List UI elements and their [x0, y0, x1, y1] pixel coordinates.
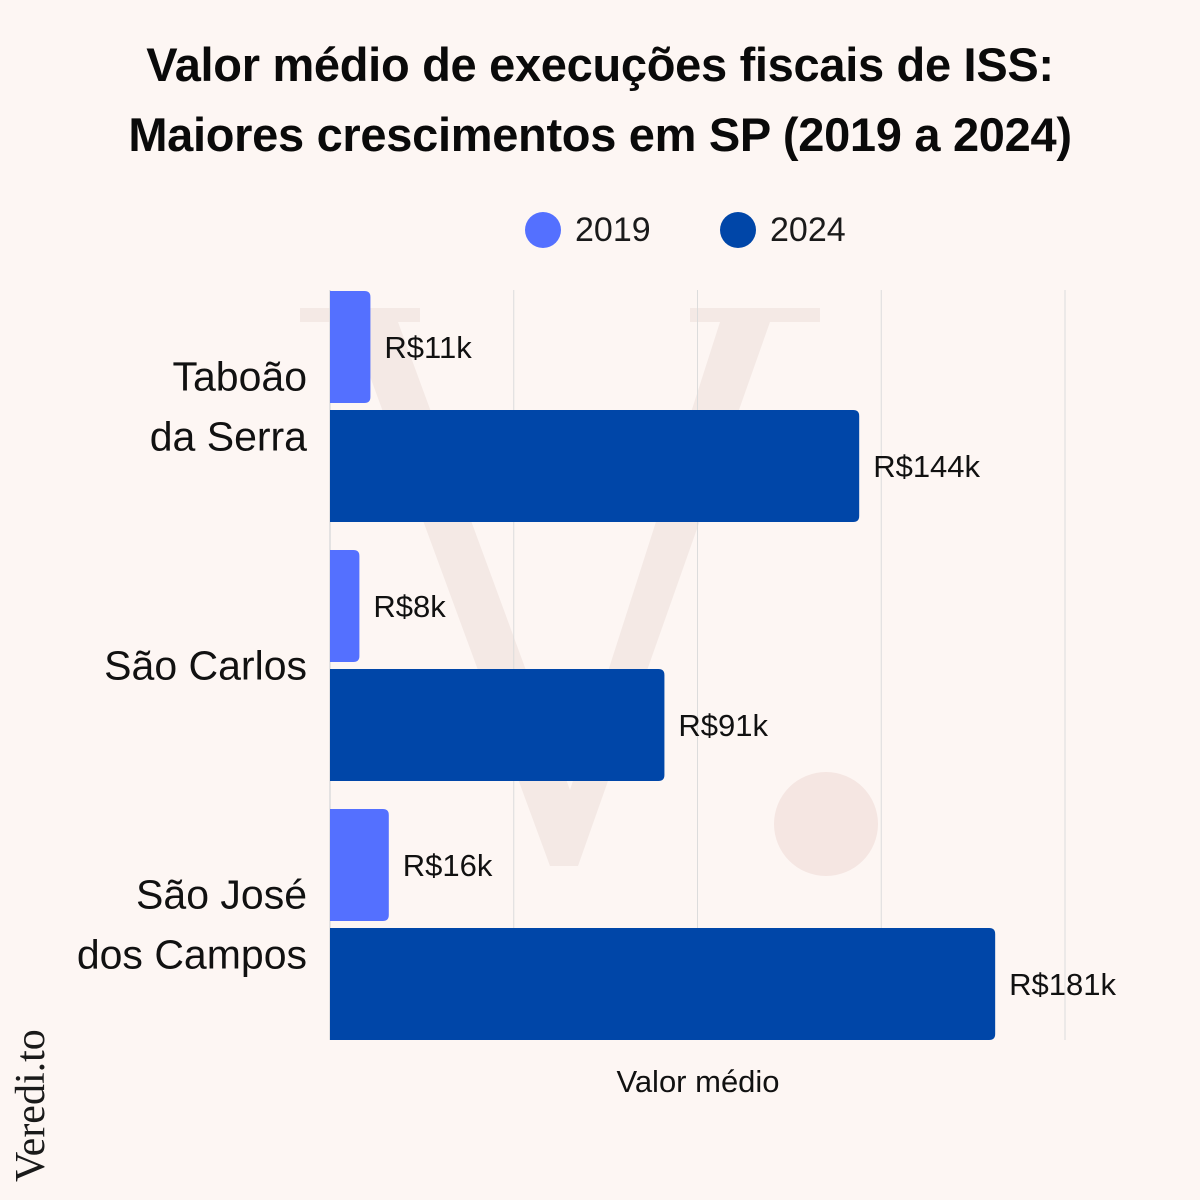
legend-item-2019: 2019: [525, 208, 651, 252]
watermark-v-logo: [300, 308, 820, 866]
value-label-2024-2: R$181k: [1009, 967, 1116, 1002]
legend-swatch-2024: [720, 212, 756, 248]
bar-2019-0: [330, 291, 371, 403]
bar-2024-1: [330, 669, 665, 781]
value-labels: R$11k R$144k R$8k R$91k R$16k R$181k: [373, 330, 1116, 1002]
brand-name: Veredi.to: [8, 1029, 54, 1182]
bar-2024-0: [330, 410, 860, 522]
brand-logo: Veredi.to: [8, 1029, 54, 1182]
bar-2019-2: [330, 809, 389, 921]
legend-item-2024: 2024: [720, 208, 846, 252]
value-label-2019-0: R$11k: [384, 330, 472, 365]
category-label-0-0: Taboão: [172, 354, 307, 400]
watermark-dot: [774, 772, 878, 876]
category-label-2-0: São José: [136, 872, 307, 918]
legend-label-2024: 2024: [770, 210, 846, 249]
value-label-2019-2: R$16k: [403, 848, 493, 883]
bar-2024-2: [330, 928, 996, 1040]
category-label-2-1: dos Campos: [77, 932, 307, 978]
category-label-1-0: São Carlos: [104, 643, 307, 689]
category-label-0-1: da Serra: [150, 414, 307, 460]
legend-label-2019: 2019: [575, 210, 651, 249]
bars: [330, 291, 996, 1040]
category-labels: Taboão da Serra São Carlos São José dos Camp…: [77, 354, 307, 978]
value-label-2024-0: R$144k: [873, 449, 980, 484]
chart-title-line-2: Maiores crescimentos em SP (2019 a 2024): [128, 108, 1072, 161]
chart-title: Valor médio de execuções fiscais de ISS:…: [0, 30, 1200, 170]
chart-legend: 2019 2024: [0, 208, 1200, 252]
bar-2019-1: [330, 550, 360, 662]
value-label-2019-1: R$8k: [373, 589, 446, 624]
chart-title-line-1: Valor médio de execuções fiscais de ISS:: [146, 38, 1054, 91]
value-label-2024-1: R$91k: [678, 708, 768, 743]
legend-swatch-2019: [525, 212, 561, 248]
x-axis-label: Valor médio: [616, 1064, 779, 1099]
gridlines: [329, 290, 1066, 1040]
